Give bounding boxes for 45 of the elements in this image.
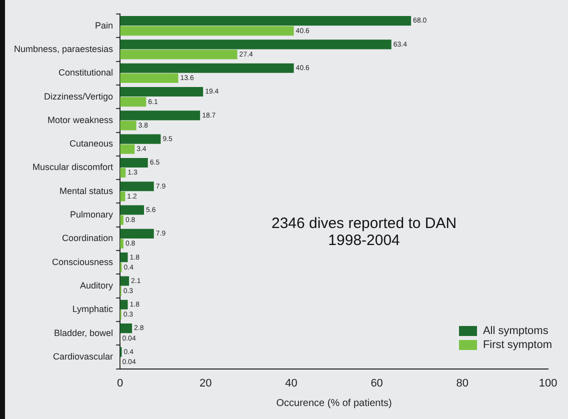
y-tick-label: Auditory	[80, 280, 114, 290]
bar	[120, 40, 392, 50]
bar	[120, 26, 294, 36]
y-tick-label: Muscular discomfort	[32, 162, 114, 172]
bar	[120, 16, 412, 26]
bar	[120, 300, 128, 310]
bar	[120, 134, 161, 144]
y-tick-label: Pulmonary	[70, 210, 114, 220]
legend-label: First symptom	[482, 339, 552, 351]
y-tick-label: Pain	[95, 20, 114, 30]
x-tick-label: 20	[200, 377, 212, 390]
x-tick-label: 40	[285, 377, 298, 390]
bar	[120, 73, 178, 83]
bar	[120, 158, 148, 168]
legend-label: All symptoms	[482, 325, 548, 337]
y-tick-label: Cutaneous	[70, 138, 114, 149]
bar	[120, 276, 130, 286]
y-tick-label: Consciousness	[52, 256, 114, 267]
y-tick-label: Coordination	[62, 233, 114, 244]
y-tick-label: Motor weakness	[48, 114, 114, 125]
x-axis-title: Occurence (% of patients)	[276, 398, 392, 409]
y-tick-label: Mental status	[60, 186, 114, 196]
y-tick-label: Bladder, bowel	[54, 328, 114, 338]
x-tick-label: 100	[538, 377, 558, 390]
bar	[120, 324, 132, 334]
y-tick-label: Constitutional	[58, 68, 114, 78]
bar	[120, 86, 204, 97]
x-tick-label: 0	[116, 377, 124, 390]
bar	[120, 252, 128, 262]
bar	[120, 97, 146, 107]
bar	[120, 228, 154, 238]
y-tick-label: Cardiovascular	[53, 351, 114, 362]
y-tick-label: Lymphatic	[72, 304, 114, 314]
bar	[120, 63, 294, 73]
x-tick-label: 80	[456, 377, 469, 390]
bar	[120, 120, 136, 130]
bar	[120, 205, 144, 215]
x-tick-label: 60	[370, 377, 383, 390]
annotation: 2346 dives reported to DAN 1998-2004	[271, 215, 457, 250]
bar	[120, 50, 238, 60]
y-tick-label: Dizziness/Vertigo	[44, 91, 114, 102]
bar	[120, 182, 154, 192]
y-tick-label: Numbness, paraestesias	[14, 44, 114, 54]
bar	[120, 144, 135, 154]
bar	[120, 110, 200, 120]
